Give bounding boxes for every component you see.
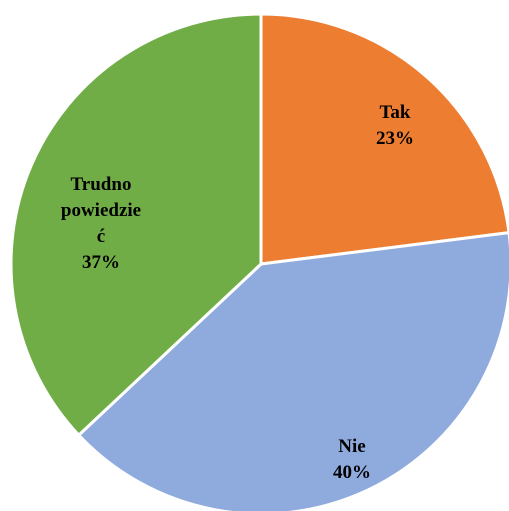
- pie-slice-2: [9, 12, 263, 438]
- data-label-category: ć: [97, 226, 105, 247]
- pie-slice-1: [76, 231, 509, 511]
- data-label-value: 40%: [333, 462, 371, 483]
- data-label-category: Trudno: [71, 174, 132, 195]
- data-label-category: powiedzie: [61, 200, 141, 221]
- data-label-value: 23%: [376, 128, 414, 149]
- data-label-0: Tak 23%: [376, 102, 414, 149]
- pie-slice-0: [259, 12, 509, 266]
- data-label-2: Trudno powiedzie ć 37%: [61, 174, 141, 273]
- data-label-category: Tak: [380, 102, 411, 123]
- data-label-1: Nie 40%: [333, 436, 371, 483]
- pie-labels: Tak 23% Nie 40% Trudno powiedzie ć 37%: [61, 102, 414, 483]
- data-label-category: Nie: [338, 436, 365, 457]
- pie-slices: [9, 12, 509, 511]
- data-label-value: 37%: [82, 252, 120, 273]
